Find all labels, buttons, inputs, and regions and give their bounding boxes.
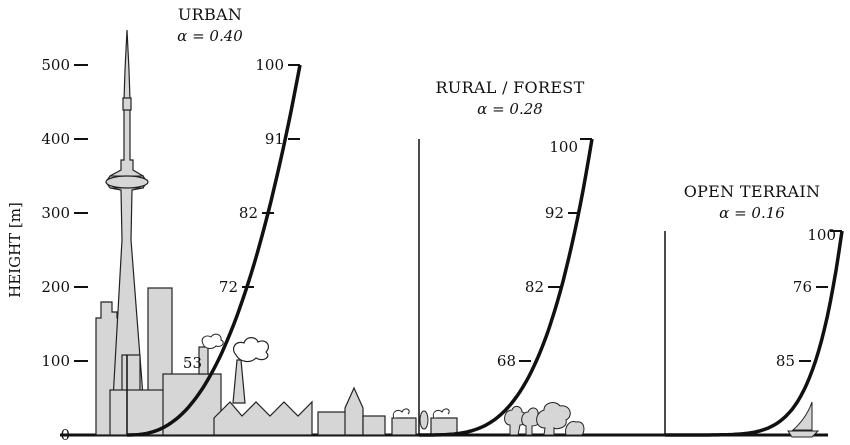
small-tower — [198, 346, 209, 375]
open-profile-labels: OPEN TERRAIN α = 0.16 100 76 85 — [684, 182, 842, 370]
open-value-top: 100 — [807, 226, 836, 244]
urban-skyline — [95, 29, 458, 436]
village-smoke-2 — [432, 408, 450, 419]
house — [317, 411, 349, 436]
church — [344, 386, 364, 436]
smoke-cloud-small — [201, 333, 224, 349]
smoke-cloud — [232, 337, 270, 363]
y-tick-label-300: 300 — [41, 204, 70, 222]
sail — [791, 401, 813, 431]
factory-building — [213, 400, 313, 436]
y-tick-label-0: 0 — [60, 426, 70, 444]
urban-profile-labels: URBAN α = 0.40 100 91 82 72 53 — [177, 5, 300, 372]
y-tick-label-100: 100 — [41, 352, 70, 370]
bush — [565, 421, 585, 436]
urban-value-300m: 82 — [239, 204, 258, 222]
village-tree — [419, 410, 429, 430]
tree-large — [536, 402, 571, 436]
rural-profile-labels: RURAL / FOREST α = 0.28 100 92 82 68 — [435, 78, 592, 370]
tower-upper-pod — [122, 97, 132, 111]
urban-value-400m: 91 — [265, 130, 284, 148]
rural-value-200m: 82 — [525, 278, 544, 296]
open-value-200m: 76 — [793, 278, 812, 296]
open-title: OPEN TERRAIN — [684, 182, 821, 201]
urban-wind-profile-curve — [127, 64, 302, 437]
urban-value-500m: 100 — [255, 56, 284, 74]
rural-value-300m: 92 — [545, 204, 564, 222]
y-tick-label-400: 400 — [41, 130, 70, 148]
tower-pod — [105, 175, 149, 189]
low-front-building — [109, 389, 166, 436]
rural-value-400m: 100 — [549, 138, 578, 156]
chimney — [232, 359, 246, 404]
urban-value-200m: 72 — [219, 278, 238, 296]
house-small — [362, 415, 386, 436]
sailboat — [787, 401, 820, 438]
rural-wind-profile-curve — [419, 138, 594, 437]
urban-title: URBAN — [178, 5, 242, 24]
y-tick-label-500: 500 — [41, 56, 70, 74]
urban-alpha: α = 0.40 — [177, 27, 243, 45]
village-smoke — [392, 408, 410, 419]
rural-title: RURAL / FOREST — [435, 78, 584, 97]
open-terrain-wind-profile-curve — [665, 230, 844, 437]
y-axis-label: HEIGHT [m] — [6, 202, 24, 298]
village-building — [391, 417, 417, 436]
rural-value-100m: 68 — [497, 352, 516, 370]
y-tick-label-200: 200 — [41, 278, 70, 296]
urban-value-100m: 53 — [183, 354, 202, 372]
open-alpha: α = 0.16 — [719, 204, 785, 222]
boat-hull — [787, 430, 820, 438]
rural-trees — [504, 402, 585, 436]
open-value-100m: 85 — [776, 352, 795, 370]
rural-alpha: α = 0.28 — [477, 100, 543, 118]
